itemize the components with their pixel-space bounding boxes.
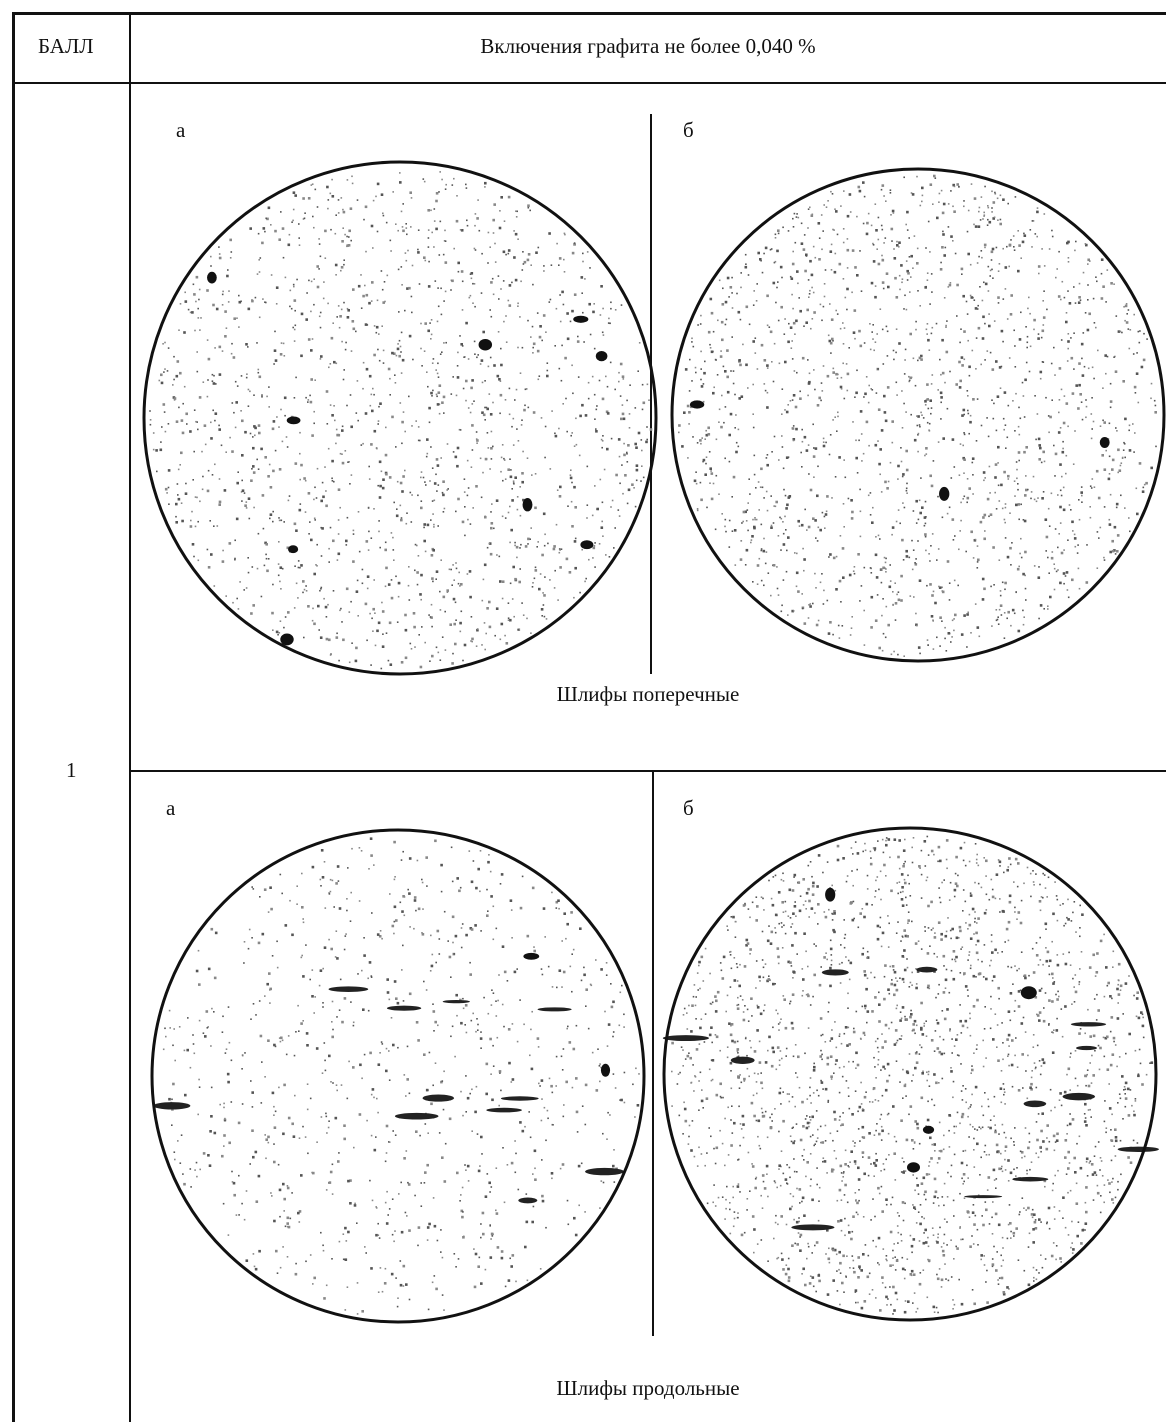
transverse-label-a: а xyxy=(176,118,186,142)
graphite-inclusions xyxy=(149,171,653,670)
micrograph-transverse-a xyxy=(142,160,658,676)
table-border-top xyxy=(12,12,1166,15)
micrograph-transverse-b xyxy=(670,167,1166,663)
header-title: Включения графита не более 0,040 % xyxy=(480,34,816,58)
header-ball: БАЛЛ xyxy=(38,34,94,58)
header-divider xyxy=(12,82,1166,84)
longitudinal-vertical-divider xyxy=(652,770,654,1336)
transverse-caption: Шлифы поперечные xyxy=(556,682,740,706)
micrograph-field-circle xyxy=(670,167,1166,663)
section-divider xyxy=(130,770,1166,772)
column-divider xyxy=(129,12,131,1422)
longitudinal-label-a: а xyxy=(166,796,176,820)
transverse-vertical-divider xyxy=(650,114,652,674)
micrograph-longitudinal-a xyxy=(150,828,646,1324)
longitudinal-caption: Шлифы продольные xyxy=(556,1376,740,1400)
micrograph-field-circle xyxy=(142,160,658,676)
table-border-left xyxy=(12,12,15,1422)
transverse-label-b: б xyxy=(683,118,694,142)
micrograph-longitudinal-b xyxy=(662,826,1159,1322)
ball-value: 1 xyxy=(66,758,77,782)
graphite-inclusions xyxy=(662,835,1159,1315)
micrograph-field-circle xyxy=(150,828,646,1324)
micrograph-field-circle xyxy=(662,826,1158,1322)
graphite-inclusions xyxy=(678,174,1157,657)
longitudinal-label-b: б xyxy=(683,796,694,820)
graphite-inclusions xyxy=(153,837,640,1315)
